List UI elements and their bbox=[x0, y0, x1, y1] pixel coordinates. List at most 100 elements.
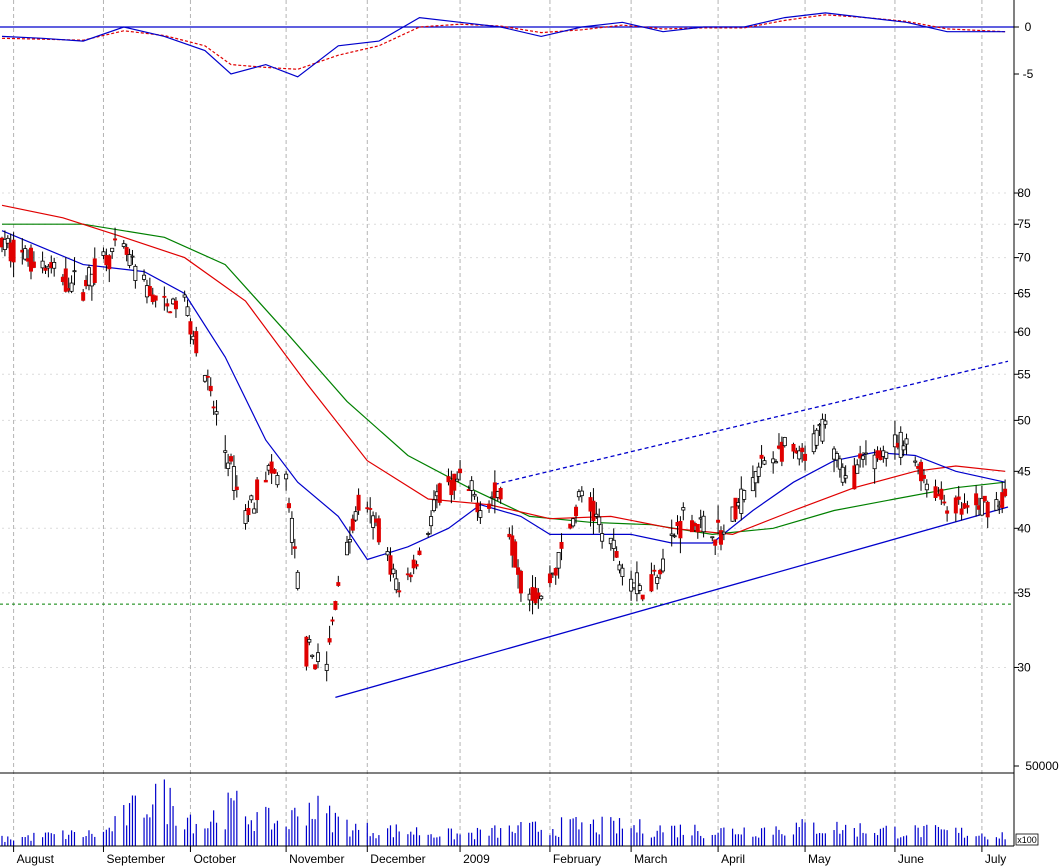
candle-down bbox=[162, 295, 167, 298]
month-label: November bbox=[289, 852, 344, 866]
candle-up bbox=[913, 460, 918, 463]
candle-down bbox=[939, 488, 944, 500]
candle-up bbox=[901, 445, 906, 451]
volume-multiplier-box bbox=[1015, 833, 1039, 846]
candle-down bbox=[165, 303, 170, 307]
candle-down bbox=[153, 295, 158, 301]
candle-up bbox=[834, 453, 839, 461]
candle-up bbox=[347, 539, 352, 543]
candle-up bbox=[855, 464, 860, 474]
candle-up bbox=[289, 517, 294, 543]
candle-up bbox=[655, 576, 660, 584]
candle-up bbox=[556, 552, 561, 569]
candle-up bbox=[316, 652, 321, 662]
volume-tick-label: 50000 bbox=[1025, 759, 1059, 773]
candle-down bbox=[933, 486, 938, 498]
candle-up bbox=[669, 533, 674, 536]
candle-up bbox=[861, 455, 866, 460]
oscillator-tick-label: -5 bbox=[1023, 67, 1034, 81]
candle-down bbox=[640, 594, 645, 600]
candle-down bbox=[188, 321, 193, 335]
candle-up bbox=[863, 452, 868, 455]
volume-panel bbox=[1, 779, 1006, 846]
price-tick-label: 30 bbox=[1017, 660, 1031, 674]
candle-up bbox=[142, 274, 147, 280]
candle-up bbox=[597, 516, 602, 526]
candle-up bbox=[843, 475, 848, 479]
candle-down bbox=[147, 286, 152, 297]
candle-down bbox=[194, 331, 199, 354]
month-label: March bbox=[634, 852, 667, 866]
candle-down bbox=[11, 239, 16, 263]
price-tick-label: 45 bbox=[1017, 464, 1031, 478]
candle-down bbox=[208, 385, 213, 392]
candle-up bbox=[742, 490, 747, 500]
candle-down bbox=[956, 496, 961, 500]
candle-down bbox=[313, 664, 318, 670]
candle-up bbox=[884, 451, 889, 459]
candle-down bbox=[173, 300, 178, 310]
candle-up bbox=[121, 243, 126, 247]
candle-up bbox=[774, 461, 779, 464]
candle-up bbox=[431, 499, 436, 512]
price-tick-label: 35 bbox=[1017, 586, 1031, 600]
candle-up bbox=[837, 458, 842, 470]
candle-up bbox=[130, 255, 135, 258]
candle-down bbox=[475, 502, 480, 513]
candle-up bbox=[797, 450, 802, 460]
candle-up bbox=[394, 578, 399, 591]
candle-down bbox=[492, 482, 497, 499]
rising-support-trendline bbox=[335, 506, 1009, 699]
candle-down bbox=[327, 638, 332, 643]
candle-up bbox=[721, 531, 726, 535]
candle-up bbox=[40, 260, 45, 269]
candle-up bbox=[275, 475, 280, 486]
candle-up bbox=[310, 654, 315, 657]
candle-down bbox=[591, 500, 596, 522]
candle-down bbox=[733, 497, 738, 520]
candle-down bbox=[211, 406, 216, 409]
candle-up bbox=[23, 248, 28, 260]
medium-moving-average bbox=[1, 204, 1006, 536]
candle-down bbox=[405, 573, 410, 576]
candle-down bbox=[487, 503, 492, 509]
candle-up bbox=[455, 478, 460, 482]
candle-down bbox=[458, 468, 463, 474]
candle-up bbox=[634, 572, 639, 595]
month-label: September bbox=[106, 852, 165, 866]
candle-down bbox=[350, 518, 355, 531]
price-tick-label: 80 bbox=[1017, 186, 1031, 200]
candle-up bbox=[52, 261, 57, 269]
candle-up bbox=[472, 493, 477, 497]
candle-up bbox=[426, 533, 431, 535]
candle-down bbox=[695, 523, 700, 533]
candle-down bbox=[113, 238, 118, 241]
candle-up bbox=[750, 477, 755, 492]
candle-up bbox=[898, 431, 903, 458]
price-tick-label: 55 bbox=[1017, 367, 1031, 381]
candle-up bbox=[182, 294, 187, 298]
oscillator-main-line bbox=[1, 12, 1006, 78]
candle-down bbox=[791, 443, 796, 452]
candle-down bbox=[547, 573, 552, 584]
candle-down bbox=[255, 479, 260, 501]
candle-down bbox=[513, 541, 518, 568]
candle-down bbox=[124, 247, 129, 255]
candle-down bbox=[81, 292, 86, 301]
candle-down bbox=[246, 507, 251, 516]
candle-down bbox=[1003, 488, 1008, 497]
candle-up bbox=[72, 270, 77, 273]
candle-up bbox=[782, 437, 787, 447]
candle-up bbox=[979, 498, 984, 516]
candle-down bbox=[965, 505, 970, 508]
candle-down bbox=[921, 474, 926, 479]
candle-down bbox=[356, 494, 361, 511]
candle-down bbox=[397, 590, 402, 593]
candle-up bbox=[611, 539, 616, 549]
candle-down bbox=[953, 497, 958, 514]
candle-up bbox=[672, 535, 677, 538]
oscillator-panel bbox=[0, 12, 1014, 78]
candle-up bbox=[904, 438, 909, 445]
month-label: April bbox=[721, 852, 745, 866]
